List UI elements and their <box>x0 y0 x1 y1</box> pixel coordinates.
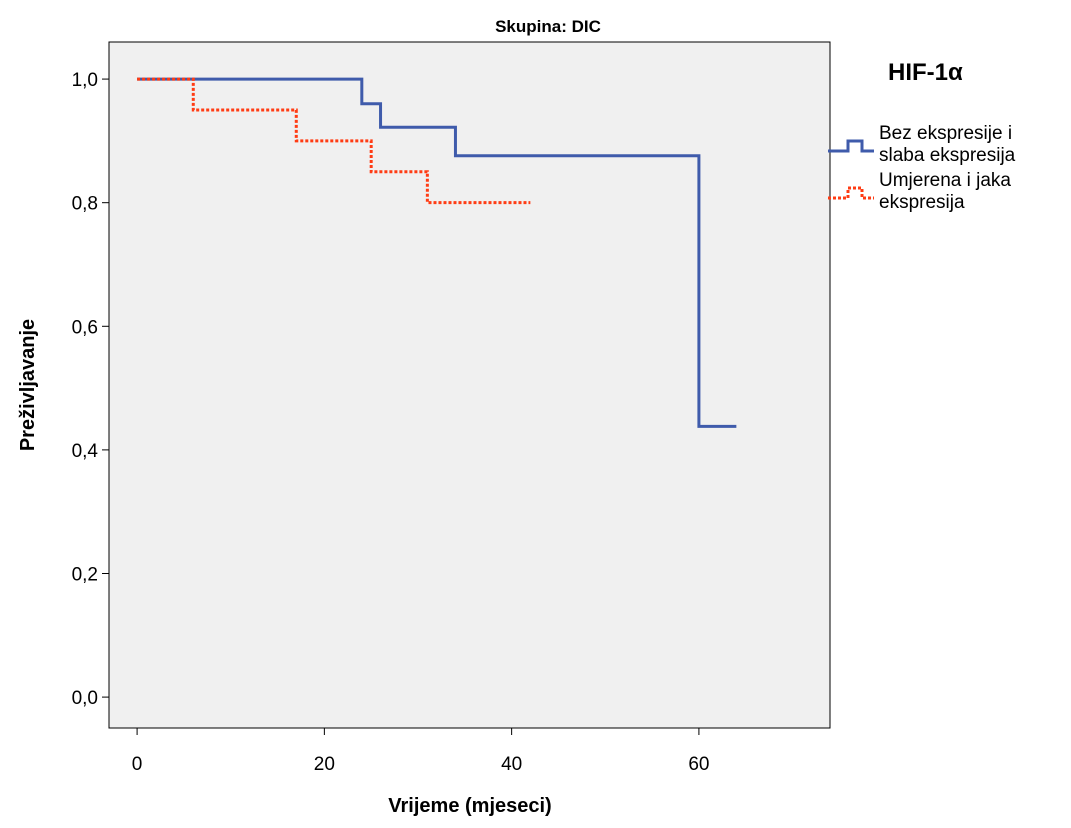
y-tick-label: 0,2 <box>72 564 98 585</box>
y-tick-label: 1,0 <box>72 70 98 91</box>
series-line-2 <box>137 77 531 205</box>
chart-title: Skupina: DIC <box>495 17 601 36</box>
legend-label: slaba ekspresija <box>879 145 1016 166</box>
legend-title: HIF-1α <box>888 59 963 86</box>
x-axis-title: Vrijeme (mjeseci) <box>388 795 551 817</box>
series-line-1 <box>137 77 737 428</box>
series-layer <box>137 77 737 428</box>
y-tick-label: 0,0 <box>72 688 98 709</box>
y-tick-label: 0,6 <box>72 317 98 338</box>
legend-label: ekspresija <box>879 192 965 213</box>
x-axis-ticks: 0 20 40 60 <box>132 728 709 775</box>
x-tick-label: 20 <box>314 754 335 775</box>
legend-label: Bez ekspresije i <box>879 123 1012 144</box>
x-tick-label: 60 <box>688 754 709 775</box>
y-tick-label: 0,4 <box>72 441 99 462</box>
x-tick-label: 0 <box>132 754 143 775</box>
x-tick-label: 40 <box>501 754 522 775</box>
legend-label: Umjerena i jaka <box>879 170 1011 191</box>
legend-swatch-1 <box>828 139 874 153</box>
y-axis-title: Preživljavanje <box>17 319 39 451</box>
plot-area <box>108 41 831 729</box>
legend-swatch-2 <box>828 186 874 200</box>
y-axis-ticks: 0,0 0,2 0,4 0,6 0,8 1,0 <box>72 70 109 709</box>
y-tick-label: 0,8 <box>72 194 98 215</box>
